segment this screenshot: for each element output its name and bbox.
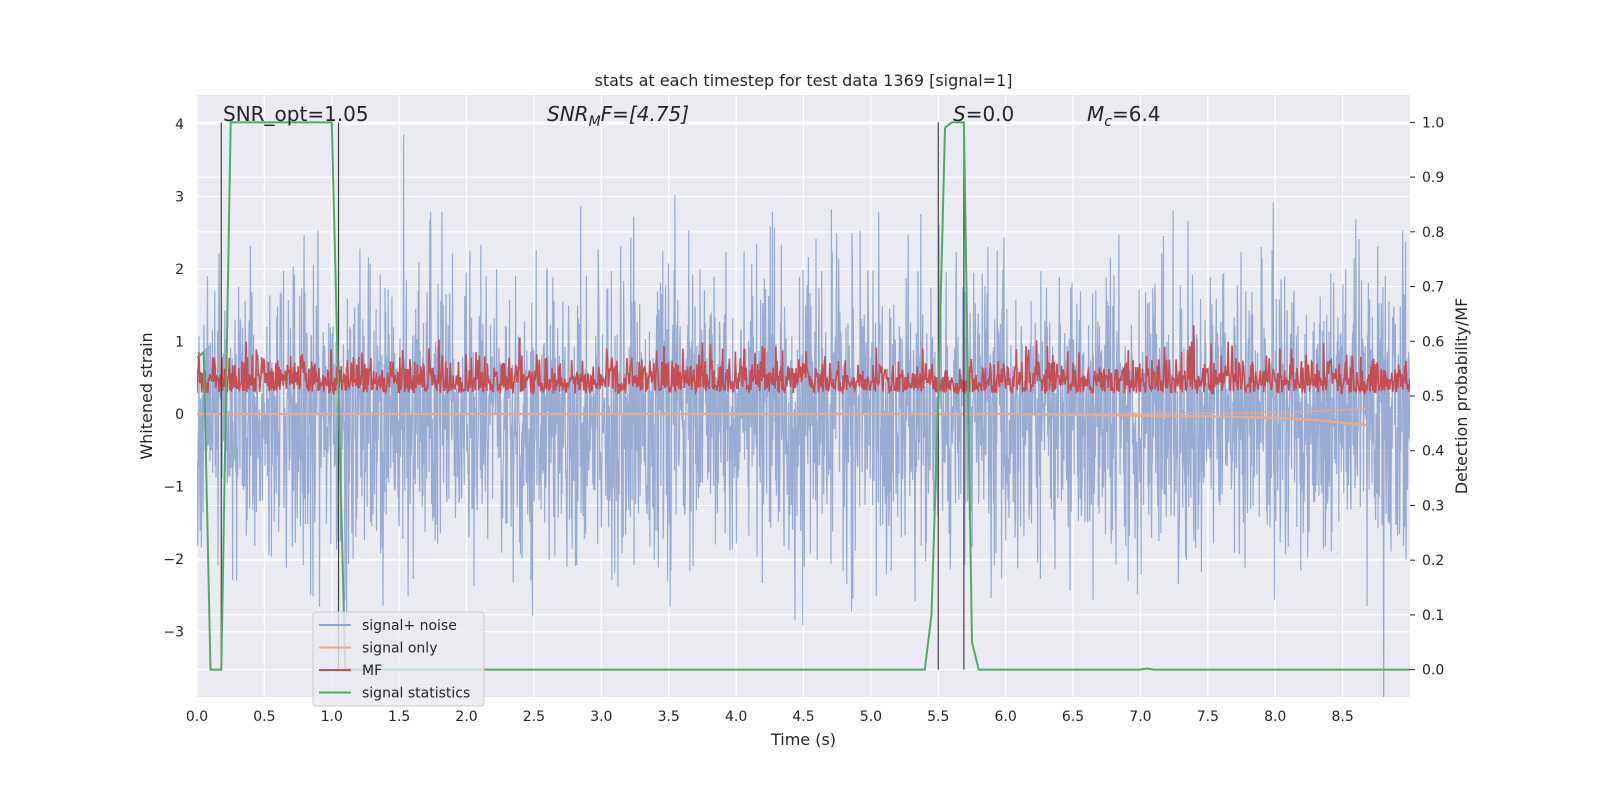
left-y-tick-label: 4	[175, 117, 184, 133]
x-axis-label: Time (s)	[770, 730, 836, 749]
left-y-tick-label: 1	[175, 335, 184, 351]
x-tick-label: 2.5	[523, 709, 545, 725]
annotation-snr-mf-rest: F=[4.75]	[601, 102, 689, 126]
left-y-tick-label: −2	[163, 552, 184, 568]
annotation-snr-mf: SNRMF=[4.75]	[547, 102, 689, 130]
signal-statistics-line	[197, 121, 1410, 671]
signal-only-envelope	[197, 407, 1367, 415]
x-tick-label: 5.5	[927, 709, 949, 725]
right-y-tick-label: 0.4	[1422, 444, 1444, 460]
series-signal-plus-noise	[197, 134, 1410, 697]
right-y-tick-label: 0.2	[1422, 553, 1444, 569]
x-tick-label: 4.0	[725, 709, 747, 725]
annotation-s: S=0.0	[953, 102, 1014, 126]
left-y-axis-ticks: −3 −2 −1 0 1 2 3 4	[163, 117, 184, 641]
x-tick-label: 0.0	[186, 709, 208, 725]
right-y-tick-label: 0.3	[1422, 498, 1444, 514]
x-tick-label: 7.5	[1197, 709, 1219, 725]
right-y-tick-label: 0.0	[1422, 663, 1444, 679]
plot-content	[197, 121, 1410, 697]
legend-box	[312, 611, 485, 707]
series-signal-only	[197, 407, 1368, 427]
annotation-s-symbol: S	[953, 102, 966, 126]
x-tick-label: 3.0	[590, 709, 612, 725]
annotation-snr-mf-symbol: SNR	[547, 102, 589, 126]
series-mf	[197, 325, 1410, 397]
left-y-tick-label: 3	[175, 190, 184, 206]
x-tick-label: 8.0	[1264, 709, 1286, 725]
annotation-mc-subscript: c	[1104, 114, 1112, 130]
annotation-s-rest: =0.0	[966, 102, 1015, 126]
legend-label: MF	[362, 663, 382, 679]
legend-entries: signal+ noise signal only MF signal statist…	[319, 618, 470, 702]
legend-label: signal+ noise	[362, 618, 457, 634]
legend-label: signal statistics	[362, 686, 470, 702]
left-y-axis-label: Whitened strain	[137, 332, 156, 459]
right-y-axis-ticks: 0.0 0.1 0.2 0.3 0.4 0.5 0.6 0.7 0.8 0.9 1.0	[1410, 115, 1444, 679]
x-tick-label: 2.0	[455, 709, 477, 725]
x-tick-label: 1.0	[321, 709, 343, 725]
right-y-tick-label: 0.8	[1422, 225, 1444, 241]
annotation-mc-rest: =6.4	[1112, 102, 1161, 126]
right-y-tick-label: 0.6	[1422, 334, 1444, 350]
right-y-tick-label: 1.0	[1422, 115, 1444, 131]
x-tick-label: 7.0	[1129, 709, 1151, 725]
legend: signal+ noise signal only MF signal statist…	[312, 611, 485, 707]
right-y-tick-label: 0.7	[1422, 280, 1444, 296]
right-y-tick-label: 0.5	[1422, 389, 1444, 405]
left-y-tick-label: −1	[163, 480, 184, 496]
x-tick-label: 4.5	[792, 709, 814, 725]
annotation-snr-opt: SNR_opt=1.05	[223, 102, 369, 126]
left-y-tick-label: −3	[163, 625, 184, 641]
x-tick-label: 6.5	[1062, 709, 1084, 725]
series-signal-statistics	[197, 121, 1410, 671]
left-y-tick-label: 2	[175, 262, 184, 278]
signal-plus-noise-line	[197, 134, 1410, 697]
annotation-mc-symbol: M	[1087, 102, 1104, 126]
mf-line	[197, 325, 1410, 397]
right-y-tick-label: 0.9	[1422, 170, 1444, 186]
x-tick-label: 8.5	[1331, 709, 1353, 725]
x-tick-label: 5.0	[860, 709, 882, 725]
legend-label: signal only	[362, 641, 437, 657]
x-tick-label: 0.5	[253, 709, 275, 725]
x-tick-label: 6.0	[995, 709, 1017, 725]
chart-title: stats at each timestep for test data 136…	[594, 71, 1012, 90]
annotation-mc: Mc=6.4	[1087, 102, 1161, 130]
right-y-axis-label: Detection probability/MF	[1452, 298, 1471, 495]
x-axis-ticks: 0.0 0.5 1.0 1.5 2.0 2.5 3.0 3.5 4.0 4.5 5.0 5.5 6.0 6…	[186, 709, 1354, 725]
right-y-tick-label: 0.1	[1422, 608, 1444, 624]
annotation-snr-mf-subscript: M	[589, 114, 601, 130]
x-tick-label: 3.5	[658, 709, 680, 725]
x-tick-label: 1.5	[388, 709, 410, 725]
left-y-tick-label: 0	[175, 407, 184, 423]
